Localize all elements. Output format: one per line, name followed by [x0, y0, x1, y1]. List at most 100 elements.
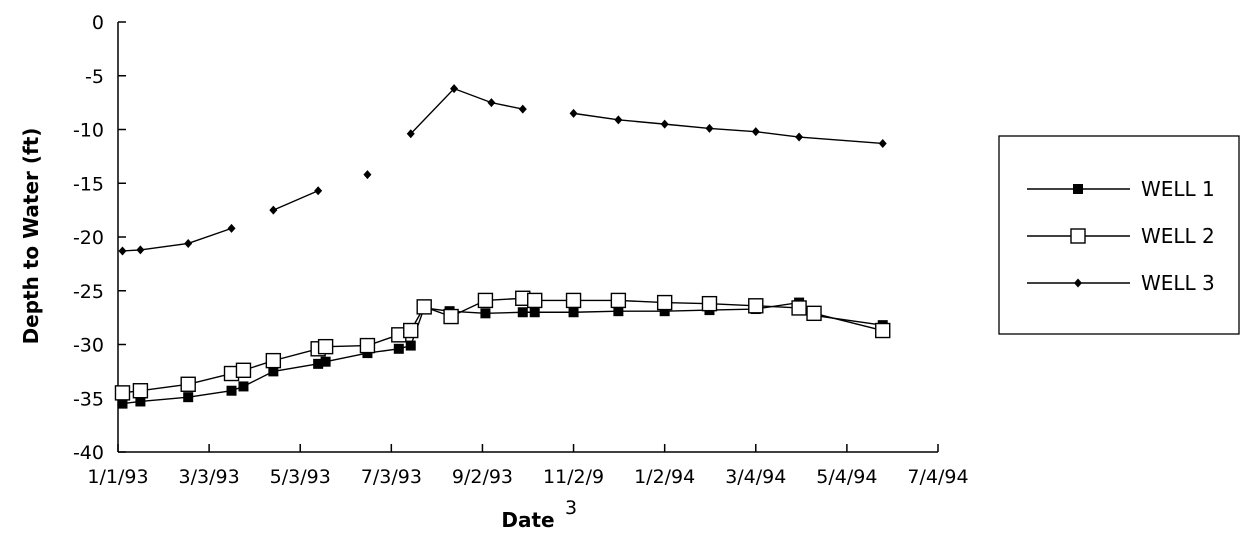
data-point-open-square — [416, 299, 432, 315]
data-point-filled-square — [1073, 184, 1083, 194]
data-point-filled-square — [393, 343, 404, 354]
data-point-open-square — [565, 292, 582, 309]
data-point-open-square — [317, 338, 334, 355]
legend-box — [998, 135, 1240, 335]
data-point-diamond — [269, 205, 278, 215]
data-point-diamond — [1074, 278, 1082, 288]
series-well-2 — [114, 290, 891, 401]
data-point-diamond — [118, 246, 127, 256]
data-point-filled-square — [117, 398, 128, 409]
data-point-open-square — [114, 385, 131, 401]
data-point-diamond — [569, 108, 578, 118]
data-point-diamond — [406, 129, 415, 139]
plot-area: 0 -5 -10 -15 -20 -25 -30 -35 -40 1/1/93 3/3/93 5/3… — [73, 12, 969, 488]
series-line — [122, 227, 232, 252]
legend-item-well-2: WELL 2 — [1027, 224, 1215, 248]
data-point-diamond — [136, 245, 145, 255]
x-axis-ticks: 1/1/93 3/3/93 5/3/93 7/3/93 9/2/93 11/2/9 1/2/… — [87, 444, 969, 488]
x-tick-label: 1/1/93 — [87, 466, 148, 488]
x-tick-label: 9/2/93 — [452, 466, 513, 488]
legend: WELL 1 WELL 2 WELL 3 — [998, 135, 1240, 335]
data-point-open-square — [791, 300, 807, 316]
data-point-open-square — [265, 352, 282, 369]
data-point-filled-square — [480, 308, 491, 319]
x-tick-label: 1/2/94 — [634, 466, 695, 488]
data-point-open-square — [1070, 228, 1086, 244]
data-point-filled-square — [313, 358, 324, 369]
x-tick-label: 7/3/93 — [361, 466, 422, 488]
data-point-diamond — [705, 123, 714, 133]
y-tick-label: -10 — [73, 120, 104, 142]
data-point-filled-square — [320, 356, 331, 367]
series-line — [410, 87, 523, 135]
data-point-open-square — [875, 322, 891, 339]
data-point-filled-square — [405, 340, 416, 351]
data-point-open-square — [610, 292, 627, 309]
data-point-open-square — [477, 292, 494, 309]
y-tick-label: -5 — [85, 66, 104, 88]
data-point-open-square — [748, 298, 764, 314]
legend-item-well-1: WELL 1 — [1027, 177, 1215, 201]
y-tick-label: -30 — [73, 335, 104, 357]
data-point-open-square — [527, 292, 543, 309]
data-point-filled-square — [529, 307, 540, 318]
series-well-1 — [117, 297, 888, 409]
data-point-filled-square — [613, 306, 624, 317]
legend-items: WELL 1 WELL 2 WELL 3 — [1027, 177, 1215, 295]
data-point-diamond — [227, 223, 236, 233]
data-point-filled-square — [568, 307, 579, 318]
data-point-open-square — [359, 337, 376, 354]
data-point-diamond — [614, 115, 623, 125]
data-point-open-square — [656, 294, 673, 311]
x-tick-label: 5/4/94 — [816, 466, 877, 488]
data-point-open-square — [180, 376, 196, 392]
data-point-diamond — [660, 119, 669, 129]
data-point-filled-square — [183, 392, 194, 403]
x-tick-label: 5/3/93 — [270, 466, 331, 488]
x-tick-label: 11/2/9 — [543, 466, 604, 488]
legend-label: WELL 3 — [1141, 271, 1215, 295]
data-point-filled-square — [517, 307, 528, 318]
data-point-diamond — [450, 84, 459, 94]
data-point-diamond — [518, 104, 527, 114]
series-line — [273, 190, 319, 211]
x-axis-title: Date — [501, 508, 554, 532]
data-point-filled-square — [226, 385, 237, 396]
legend-label: WELL 2 — [1141, 224, 1215, 248]
y-axis-title: Depth to Water (ft) — [19, 128, 43, 345]
data-point-filled-square — [659, 306, 670, 317]
y-axis-ticks: 0 -5 -10 -15 -20 -25 -30 -35 -40 — [73, 12, 126, 464]
data-point-diamond — [184, 238, 193, 248]
x-tick-label: 3/4/94 — [725, 466, 786, 488]
data-point-diamond — [314, 186, 323, 196]
data-point-diamond — [795, 132, 804, 142]
y-tick-label: -20 — [73, 227, 104, 249]
y-tick-label: -25 — [73, 281, 104, 303]
legend-label: WELL 1 — [1141, 177, 1215, 201]
data-point-diamond — [363, 170, 372, 180]
x-tick-label: 3/3/93 — [179, 466, 240, 488]
y-tick-label: -15 — [73, 173, 104, 195]
x-tick-label: 7/4/94 — [907, 466, 968, 488]
y-tick-label: -35 — [73, 388, 104, 410]
legend-item-well-3: WELL 3 — [1027, 271, 1215, 295]
data-point-open-square — [235, 362, 252, 378]
data-point-open-square — [403, 322, 419, 339]
y-tick-label: 0 — [92, 12, 104, 34]
series-line — [122, 301, 883, 405]
data-point-filled-square — [268, 366, 279, 377]
y-tick-label: -40 — [73, 442, 104, 464]
series-well-3 — [118, 84, 887, 256]
data-point-open-square — [132, 383, 149, 399]
data-point-filled-square — [238, 381, 249, 392]
data-point-diamond — [751, 127, 760, 137]
data-point-diamond — [487, 98, 496, 108]
data-point-diamond — [878, 138, 887, 148]
series-layer — [114, 84, 891, 409]
data-point-open-square — [806, 305, 822, 322]
data-point-filled-square — [135, 396, 146, 407]
data-point-open-square — [443, 308, 459, 325]
data-point-open-square — [701, 295, 718, 312]
x-axis-title-superscript: 3 — [565, 497, 577, 519]
